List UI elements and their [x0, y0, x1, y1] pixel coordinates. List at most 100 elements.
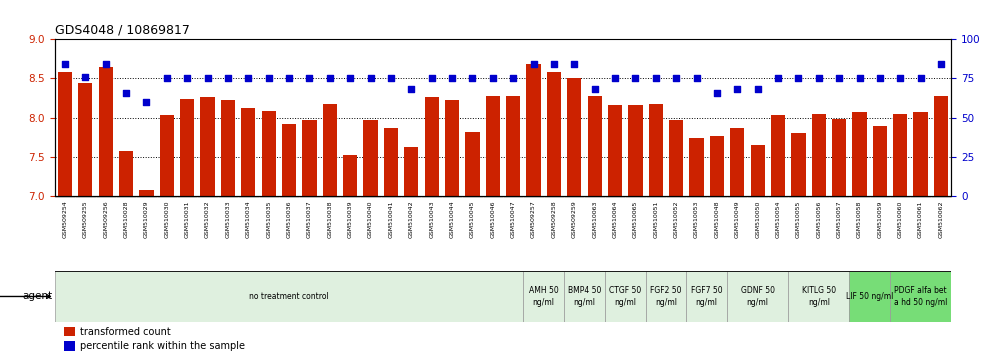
Bar [323, 104, 337, 196]
Bar [445, 101, 459, 196]
Text: GSM509254: GSM509254 [63, 200, 68, 238]
Text: GSM510060: GSM510060 [897, 200, 902, 238]
Bar [605, 271, 645, 322]
Text: GSM510035: GSM510035 [266, 200, 271, 238]
Bar [669, 120, 683, 196]
Text: FGF2 50
ng/ml: FGF2 50 ng/ml [650, 286, 681, 307]
Point [770, 75, 786, 81]
Point [892, 75, 908, 81]
Bar [791, 133, 806, 196]
Bar [383, 128, 398, 196]
Bar [303, 120, 317, 196]
Point [240, 75, 256, 81]
Bar [727, 271, 788, 322]
Text: GSM510050: GSM510050 [755, 200, 760, 238]
Bar [934, 96, 948, 196]
Bar [79, 83, 93, 196]
Bar [64, 327, 75, 336]
Text: GSM510064: GSM510064 [613, 200, 618, 238]
Bar [343, 155, 358, 196]
Point [199, 75, 215, 81]
Bar [628, 105, 642, 196]
Point [688, 75, 704, 81]
Point [709, 90, 725, 95]
Text: BMP4 50
ng/ml: BMP4 50 ng/ml [568, 286, 602, 307]
Bar [139, 190, 153, 196]
Text: GSM509256: GSM509256 [104, 200, 109, 238]
Bar [913, 112, 927, 196]
Text: GSM510052: GSM510052 [673, 200, 678, 238]
Bar [364, 120, 377, 196]
Text: GSM510055: GSM510055 [796, 200, 801, 238]
Text: CTGF 50
ng/ml: CTGF 50 ng/ml [610, 286, 641, 307]
Bar [710, 136, 724, 196]
Text: FGF7 50
ng/ml: FGF7 50 ng/ml [691, 286, 722, 307]
Text: GSM510031: GSM510031 [184, 200, 189, 238]
Point [138, 99, 154, 105]
Text: GSM510047: GSM510047 [511, 200, 516, 238]
Bar [788, 271, 850, 322]
Text: no treatment control: no treatment control [249, 292, 329, 301]
Bar [547, 72, 561, 196]
Bar [850, 271, 890, 322]
Bar [55, 271, 523, 322]
Text: KITLG 50
ng/ml: KITLG 50 ng/ml [802, 286, 836, 307]
Bar [527, 64, 541, 196]
Text: GSM510049: GSM510049 [735, 200, 740, 238]
Bar [893, 114, 907, 196]
Bar [99, 67, 113, 196]
Point [485, 75, 501, 81]
Bar [771, 115, 785, 196]
Bar [645, 271, 686, 322]
Bar [200, 97, 215, 196]
Text: GSM510046: GSM510046 [490, 200, 495, 238]
Point [261, 75, 277, 81]
Point [363, 75, 378, 81]
Point [464, 75, 480, 81]
Text: GSM509259: GSM509259 [572, 200, 577, 238]
Point [587, 86, 603, 92]
Point [872, 75, 887, 81]
Point [647, 75, 663, 81]
Point [546, 61, 562, 67]
Point [119, 90, 134, 95]
Text: GSM510034: GSM510034 [246, 200, 251, 238]
Text: GSM510058: GSM510058 [857, 200, 862, 238]
Point [322, 75, 338, 81]
Text: GSM510038: GSM510038 [328, 200, 333, 238]
Bar [58, 72, 72, 196]
Text: GSM509257: GSM509257 [531, 200, 536, 238]
Point [505, 75, 521, 81]
Text: PDGF alfa bet
a hd 50 ng/ml: PDGF alfa bet a hd 50 ng/ml [894, 286, 947, 307]
Text: GSM510040: GSM510040 [369, 200, 374, 238]
Bar [872, 126, 887, 196]
Text: GSM510061: GSM510061 [918, 200, 923, 238]
Text: GSM510048: GSM510048 [714, 200, 719, 238]
Point [57, 61, 73, 67]
Bar [404, 147, 418, 196]
Text: GSM510032: GSM510032 [205, 200, 210, 238]
Bar [465, 132, 479, 196]
Point [403, 86, 419, 92]
Text: GSM510051: GSM510051 [653, 200, 658, 238]
Bar [159, 115, 174, 196]
Text: GSM510045: GSM510045 [470, 200, 475, 238]
Bar [486, 96, 500, 196]
Point [423, 75, 439, 81]
Point [567, 61, 583, 67]
Point [159, 75, 175, 81]
Text: GSM510056: GSM510056 [817, 200, 822, 238]
Text: agent: agent [23, 291, 53, 302]
Bar [588, 96, 602, 196]
Point [383, 75, 399, 81]
Point [302, 75, 318, 81]
Bar [832, 119, 847, 196]
Point [608, 75, 623, 81]
Bar [523, 271, 564, 322]
Text: GDNF 50
ng/ml: GDNF 50 ng/ml [741, 286, 775, 307]
Text: GSM510044: GSM510044 [449, 200, 454, 238]
Bar [730, 128, 744, 196]
Text: percentile rank within the sample: percentile rank within the sample [80, 341, 245, 351]
Bar [282, 124, 296, 196]
Bar [180, 99, 194, 196]
